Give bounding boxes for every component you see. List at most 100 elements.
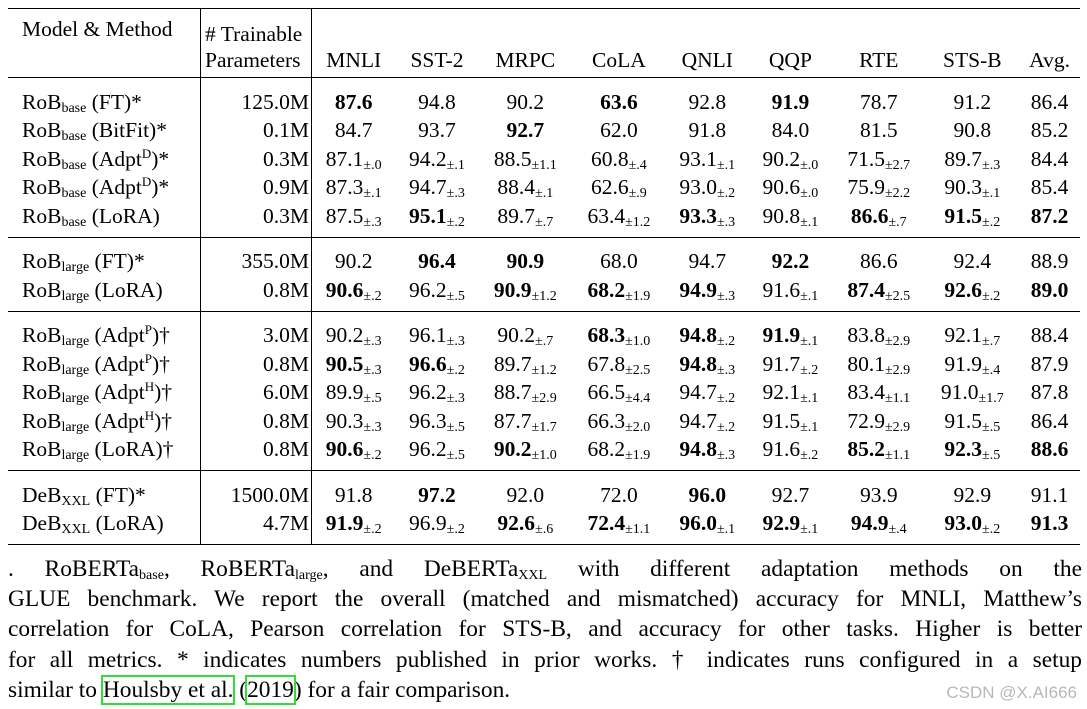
table-row: RoBbase (AdptD)* 0.9M 87.3±.1 94.7±.3 88.4±.…	[8, 173, 1080, 202]
metric-cell: 90.2±.7	[497, 323, 554, 349]
metric-cell: 94.8±.3	[679, 351, 736, 378]
table-row: RoBlarge (AdptH)† 6.0M 89.9±.5 96.2±.3 88.7±…	[8, 378, 1080, 407]
glue-results-table: Model & Method # Trainable Parameters MN…	[8, 8, 1080, 545]
caption-line: for all metrics. * indicates numbers pub…	[8, 646, 1082, 673]
table-row: RoBlarge (AdptP)† 0.8M 90.5±.3 96.6±.2 89.7±…	[8, 350, 1080, 379]
metric-cell: 94.7±.2	[679, 380, 736, 406]
model-method-cell: RoBbase (BitFit)*	[22, 118, 167, 144]
metric-cell: 62.0	[600, 118, 638, 142]
params-cell: 0.1M	[200, 116, 312, 145]
header-row-1: Model & Method # Trainable	[8, 8, 1080, 45]
metric-cell: 68.2±1.9	[587, 437, 651, 463]
metric-cell: 66.5±4.4	[587, 380, 651, 406]
metric-cell: 68.2±1.9	[587, 277, 651, 304]
metric-cell: 92.7	[506, 118, 545, 142]
table-row: RoBbase (LoRA) 0.3M 87.5±.3 95.1±.2 89.7±.7 6…	[8, 202, 1080, 237]
watermark: CSDN @X.AI666	[946, 683, 1077, 702]
metric-cell: 90.6±.2	[325, 437, 382, 463]
metric-cell: 91.8	[688, 118, 727, 142]
metric-cell: 90.3±.1	[944, 175, 1001, 201]
metric-cell: 91.6±.2	[762, 437, 819, 463]
metric-cell: 92.2	[771, 249, 810, 273]
metric-cell: 97.2	[418, 482, 456, 507]
caption-line: similar to Houlsby et al. (2019) for a f…	[8, 674, 511, 705]
metric-cell: 63.6	[600, 89, 638, 114]
metric-cell: 91.6±.1	[762, 277, 819, 304]
metric-cell: 89.7±1.2	[493, 351, 557, 378]
params-cell: 0.9M	[200, 173, 312, 202]
metric-cell: 66.3±2.0	[587, 408, 651, 435]
metric-cell: 87.4±2.5	[847, 277, 911, 304]
model-method-cell: RoBlarge (AdptH)†	[22, 407, 173, 435]
header-col: RTE	[859, 47, 899, 72]
metric-cell: 87.5±.3	[325, 203, 382, 230]
metric-cell: 86.4	[1030, 408, 1069, 433]
metric-cell: 96.0	[688, 482, 727, 507]
metric-cell: 84.7	[334, 118, 373, 142]
model-method-cell: RoBlarge (LoRA)†	[22, 437, 174, 463]
metric-cell: 84.4	[1030, 146, 1069, 171]
metric-cell: 96.9±.2	[409, 511, 465, 537]
table-row: DeBXXL (FT)* 1500.0M 91.8 97.2 92.0 72.0 96.0 9…	[8, 470, 1080, 510]
metric-cell: 92.6±.6	[497, 511, 554, 537]
metric-cell: 94.2±.1	[409, 146, 465, 173]
metric-cell: 88.7±2.9	[493, 380, 557, 406]
metric-cell: 94.8±.2	[679, 323, 736, 349]
metric-cell: 80.1±2.9	[847, 351, 911, 378]
metric-cell: 92.1±.7	[944, 323, 1001, 349]
params-cell: 0.8M	[200, 276, 312, 311]
params-cell: 0.8M	[200, 407, 312, 436]
header-params-line2: Parameters	[200, 45, 312, 78]
table-group: RoBbase (FT)* 125.0M 87.6 94.8 90.2 63.6 92.8 9…	[8, 77, 1080, 237]
metric-cell: 90.2	[334, 249, 373, 273]
header-col: SST-2	[410, 47, 464, 72]
params-cell: 125.0M	[200, 77, 312, 117]
model-method-cell: RoBbase (AdptD)*	[22, 174, 170, 201]
params-cell: 4.7M	[200, 509, 312, 545]
table-row: RoBbase (BitFit)* 0.1M 84.7 93.7 92.7 62.0 91.…	[8, 116, 1080, 145]
model-method-cell: DeBXXL (LoRA)	[22, 511, 164, 537]
model-method-cell: RoBbase (LoRA)	[22, 203, 160, 230]
header-col: MNLI	[326, 47, 382, 72]
metric-cell: 91.5±.1	[762, 408, 819, 435]
metric-cell: 81.5	[859, 118, 898, 142]
metric-cell: 60.8±.4	[590, 146, 647, 173]
citation-author-link[interactable]: Houlsby et al.	[100, 674, 236, 705]
header-row-2: Parameters MNLI SST-2 MRPC CoLA QNLI QQP…	[8, 45, 1080, 78]
metric-cell: 90.6±.0	[762, 175, 819, 201]
table-row: RoBlarge (AdptH)† 0.8M 90.3±.3 96.3±.5 87.7±…	[8, 407, 1080, 436]
metric-cell: 83.4±1.1	[847, 380, 911, 406]
metric-cell: 92.0	[506, 482, 545, 507]
metric-cell: 68.3±1.0	[587, 323, 651, 349]
metric-cell: 96.6±.2	[409, 351, 465, 378]
metric-cell: 93.3±.3	[679, 203, 736, 230]
metric-cell: 91.9±.1	[762, 323, 819, 349]
citation-year-link[interactable]: 2019	[245, 674, 296, 705]
results-table-container: Model & Method # Trainable Parameters MN…	[8, 8, 1080, 545]
caption-line: . RoBERTabase, RoBERTalarge, and DeBERTa…	[8, 556, 1083, 583]
metric-cell: 89.7±.7	[497, 203, 554, 230]
header-col: QQP	[768, 47, 812, 72]
metric-cell: 89.9±.5	[325, 380, 382, 406]
metric-cell: 72.4±1.1	[587, 511, 651, 537]
metric-cell: 87.6	[334, 89, 373, 114]
metric-cell: 90.5±.3	[325, 351, 382, 378]
model-method-cell: RoBlarge (AdptP)†	[22, 350, 170, 378]
metric-cell: 94.7±.2	[679, 408, 736, 435]
metric-cell: 92.9	[953, 482, 992, 507]
metric-cell: 75.9±2.2	[847, 175, 911, 201]
metric-cell: 96.3±.5	[409, 408, 465, 435]
metric-cell: 94.9±.3	[679, 277, 736, 304]
model-method-cell: RoBbase (FT)*	[22, 89, 142, 116]
metric-cell: 91.3	[1030, 511, 1069, 535]
metric-cell: 94.9±.4	[850, 511, 907, 537]
metric-cell: 67.8±2.5	[587, 351, 651, 378]
metric-cell: 62.6±.9	[590, 175, 647, 201]
model-method-cell: RoBlarge (AdptH)†	[22, 379, 173, 406]
metric-cell: 90.2±.0	[762, 146, 819, 173]
params-cell: 355.0M	[200, 237, 312, 276]
metric-cell: 90.3±.3	[325, 408, 382, 435]
metric-cell: 91.1	[1030, 482, 1069, 507]
metric-cell: 92.8	[688, 89, 727, 114]
metric-cell: 91.2	[953, 89, 992, 114]
